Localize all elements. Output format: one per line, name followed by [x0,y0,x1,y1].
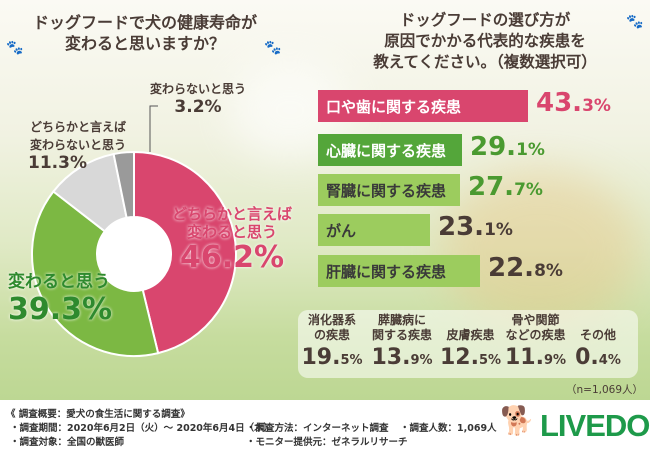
leader-line [149,105,158,152]
bar-label: 心臓に関する疾患 [326,141,447,160]
footer-count: ・調査人数：1,069人 [400,423,497,434]
bar-0: 口や歯に関する疾患 [318,90,528,122]
livedog-logo: LIVEDOG [540,408,650,443]
title-line: ドッグフードで犬の健康寿命が [32,13,257,32]
others-panel [298,310,638,378]
title-line: 変わると思いますか？ [64,34,225,53]
bar-label: 肝臓に関する疾患 [326,262,447,281]
other-disease-item: 膵臓病に 関する疾患 13.9% [371,313,433,370]
footer-provider: ・モニター提供元：ゼネラルリサーチ [246,437,408,448]
dog-logo-icon: 🐕 [500,404,535,437]
bar-1: 心臓に関する疾患 [318,134,462,166]
other-disease-item: 消化器系 の疾患 19.5% [301,313,363,370]
bar-label: 口や歯に関する疾患 [326,97,462,116]
paw-icon: 🐾 [264,40,282,56]
bar-value: 43.3% [536,88,611,118]
donut-chart [31,105,237,357]
bar-value: 23.1% [438,212,513,242]
bar-value: 29.1% [470,132,545,162]
donut-hole [97,217,171,291]
other-disease-item: 皮膚疾患 12.5% [439,328,502,370]
donut-title: ドッグフードで犬の健康寿命が 変わると思いますか？ [30,12,260,54]
footer-heading: 《 調査概要：愛犬の食生活に関する調査》 [6,409,190,420]
slice-label-2: どちらかと言えば 変わらないと思う 11.3% [28,120,126,173]
title-line: 原因でかかる代表的な疾患を [384,32,586,50]
footer-method: ・調査方法：インターネット調査 [246,423,389,434]
slice-label-3: 変わらないと思う 3.2% [150,82,247,117]
other-disease-item: その他 0.4% [575,328,621,370]
bar-title: ドッグフードの選び方が 原因でかかる代表的な疾患を 教えてください。（複数選択可… [360,10,610,73]
bar-4: 肝臓に関する疾患 [318,255,480,287]
sample-note: （n=1,069人） [566,384,644,396]
bar-label: がん [326,221,357,240]
bar-3: がん [318,214,430,246]
title-line: ドッグフードの選び方が [399,11,571,29]
bar-value: 22.8% [488,253,563,283]
paw-icon: 🐾 [626,14,644,30]
title-line: 教えてください。（複数選択可） [373,53,597,71]
other-disease-item: 骨や関節 などの疾患 11.9% [504,313,567,370]
paw-icon: 🐾 [6,40,24,56]
slice-label-0: どちらかと言えば 変わると思う 46.2% [171,205,292,275]
slice-label-1: 変わると思う 39.3% [8,272,113,327]
bar-label: 腎臓に関する疾患 [326,181,447,200]
bar-value: 27.7% [468,172,543,202]
footer-period: ・調査期間：2020年6月2日（火）～ 2020年6月4日（木） [10,423,274,434]
bar-2: 腎臓に関する疾患 [318,174,460,206]
footer-target: ・調査対象：全国の獣医師 [10,437,125,448]
survey-footer: 《 調査概要：愛犬の食生活に関する調査》 ・調査期間：2020年6月2日（火）～… [0,400,650,450]
